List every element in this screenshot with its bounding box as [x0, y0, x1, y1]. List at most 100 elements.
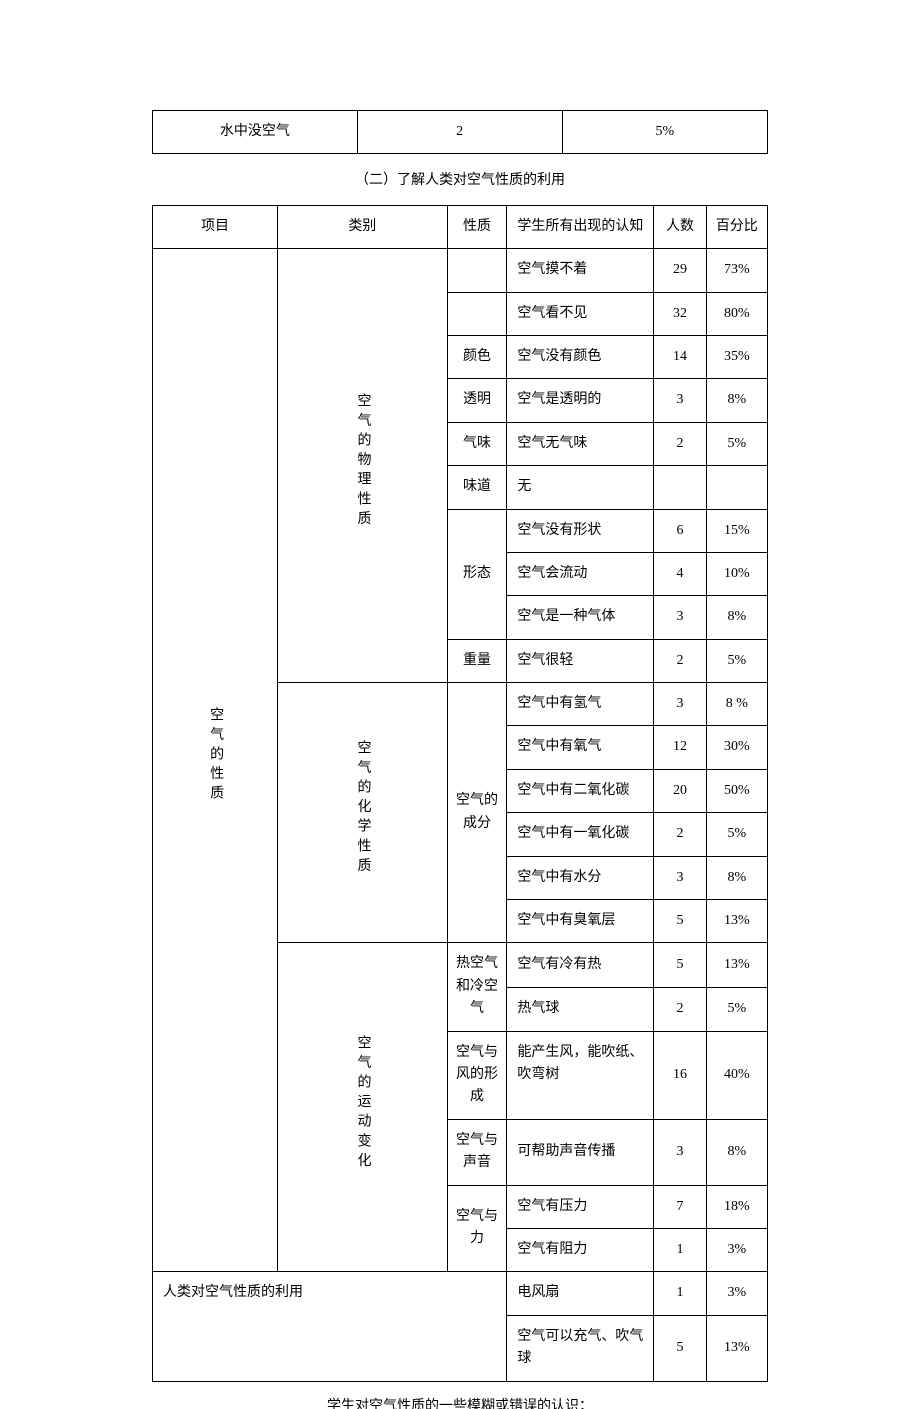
section-caption: （二）了解人类对空气性质的利用 [152, 154, 768, 204]
count-cell: 2 [654, 422, 706, 465]
percent-cell: 8% [706, 379, 767, 422]
percent-cell: 40% [706, 1031, 767, 1119]
cognition-cell: 空气无气味 [507, 422, 654, 465]
property-cell: 空气的成分 [447, 683, 507, 943]
percent-cell: 50% [706, 769, 767, 812]
property-cell: 颜色 [447, 335, 507, 378]
cognition-cell: 空气中有臭氧层 [507, 900, 654, 943]
main-data-table: 项目 类别 性质 学生所有出现的认知 人数 百分比 空气的性质 空气的物理性质 … [152, 205, 768, 1382]
count-cell: 1 [654, 1228, 706, 1271]
cognition-cell: 空气是一种气体 [507, 596, 654, 639]
count-cell: 3 [654, 379, 706, 422]
cognition-cell: 热气球 [507, 987, 654, 1031]
count-cell: 16 [654, 1031, 706, 1119]
property-cell: 重量 [447, 639, 507, 682]
percent-cell: 3% [706, 1228, 767, 1271]
percent-cell: 73% [706, 249, 767, 292]
count-cell: 14 [654, 335, 706, 378]
percent-cell: 3% [706, 1272, 767, 1315]
table-header-row: 项目 类别 性质 学生所有出现的认知 人数 百分比 [153, 205, 768, 248]
cognition-cell: 空气有阻力 [507, 1228, 654, 1271]
project-label: 空气的性质 [204, 707, 226, 805]
property-cell [447, 249, 507, 292]
cognition-cell: 空气中有氧气 [507, 726, 654, 769]
percent-cell [706, 466, 767, 509]
percent-cell: 15% [706, 509, 767, 552]
count-cell: 12 [654, 726, 706, 769]
cognition-cell: 空气看不见 [507, 292, 654, 335]
percent-cell: 13% [706, 943, 767, 987]
count-cell: 1 [654, 1272, 706, 1315]
percent-cell: 8% [706, 596, 767, 639]
header-percent: 百分比 [706, 205, 767, 248]
count-cell: 20 [654, 769, 706, 812]
percent-cell: 80% [706, 292, 767, 335]
property-cell [447, 292, 507, 335]
cognition-cell: 空气中有氢气 [507, 683, 654, 726]
top-count: 2 [357, 111, 562, 154]
table-row: 水中没空气 2 5% [153, 111, 768, 154]
property-cell: 味道 [447, 466, 507, 509]
percent-cell: 30% [706, 726, 767, 769]
count-cell: 3 [654, 856, 706, 899]
count-cell: 7 [654, 1185, 706, 1228]
header-cognition: 学生所有出现的认知 [507, 205, 654, 248]
top-label: 水中没空气 [153, 111, 358, 154]
category-physical: 空气的物理性质 [277, 249, 447, 683]
table-row: 空气的性质 空气的物理性质 空气摸不着 29 73% [153, 249, 768, 292]
count-cell: 3 [654, 1119, 706, 1185]
project-cell: 空气的性质 [153, 249, 278, 1272]
count-cell: 3 [654, 596, 706, 639]
percent-cell: 10% [706, 552, 767, 595]
cognition-cell: 空气摸不着 [507, 249, 654, 292]
header-property: 性质 [447, 205, 507, 248]
property-cell: 空气与力 [447, 1185, 507, 1272]
property-cell: 形态 [447, 509, 507, 639]
percent-cell: 8 % [706, 683, 767, 726]
top-summary-table: 水中没空气 2 5% [152, 110, 768, 154]
cognition-cell: 空气中有二氧化碳 [507, 769, 654, 812]
cognition-cell: 空气可以充气、吹气球 [507, 1315, 654, 1381]
cognition-cell: 能产生风，能吹纸、吹弯树 [507, 1031, 654, 1119]
cognition-cell: 空气没有颜色 [507, 335, 654, 378]
human-use-label: 人类对空气性质的利用 [153, 1272, 507, 1381]
count-cell [654, 466, 706, 509]
property-cell: 热空气和冷空气 [447, 943, 507, 1031]
percent-cell: 5% [706, 813, 767, 856]
cognition-cell: 空气没有形状 [507, 509, 654, 552]
cognition-cell: 无 [507, 466, 654, 509]
header-count: 人数 [654, 205, 706, 248]
count-cell: 3 [654, 683, 706, 726]
cognition-cell: 空气有冷有热 [507, 943, 654, 987]
top-percent: 5% [562, 111, 767, 154]
count-cell: 4 [654, 552, 706, 595]
percent-cell: 5% [706, 422, 767, 465]
percent-cell: 5% [706, 639, 767, 682]
category-chemical: 空气的化学性质 [277, 683, 447, 943]
percent-cell: 8% [706, 856, 767, 899]
count-cell: 32 [654, 292, 706, 335]
category-motion: 空气的运动变化 [277, 943, 447, 1272]
cognition-cell: 空气会流动 [507, 552, 654, 595]
header-category: 类别 [277, 205, 447, 248]
cognition-cell: 空气中有一氧化碳 [507, 813, 654, 856]
percent-cell: 13% [706, 900, 767, 943]
count-cell: 5 [654, 943, 706, 987]
count-cell: 2 [654, 813, 706, 856]
percent-cell: 35% [706, 335, 767, 378]
percent-cell: 18% [706, 1185, 767, 1228]
percent-cell: 5% [706, 987, 767, 1031]
cognition-cell: 可帮助声音传播 [507, 1119, 654, 1185]
count-cell: 5 [654, 900, 706, 943]
count-cell: 29 [654, 249, 706, 292]
count-cell: 2 [654, 987, 706, 1031]
percent-cell: 8% [706, 1119, 767, 1185]
percent-cell: 13% [706, 1315, 767, 1381]
table-row: 人类对空气性质的利用 电风扇 1 3% [153, 1272, 768, 1315]
property-cell: 气味 [447, 422, 507, 465]
property-cell: 空气与声音 [447, 1119, 507, 1185]
cognition-cell: 空气很轻 [507, 639, 654, 682]
header-project: 项目 [153, 205, 278, 248]
cognition-cell: 电风扇 [507, 1272, 654, 1315]
property-cell: 空气与风的形成 [447, 1031, 507, 1119]
